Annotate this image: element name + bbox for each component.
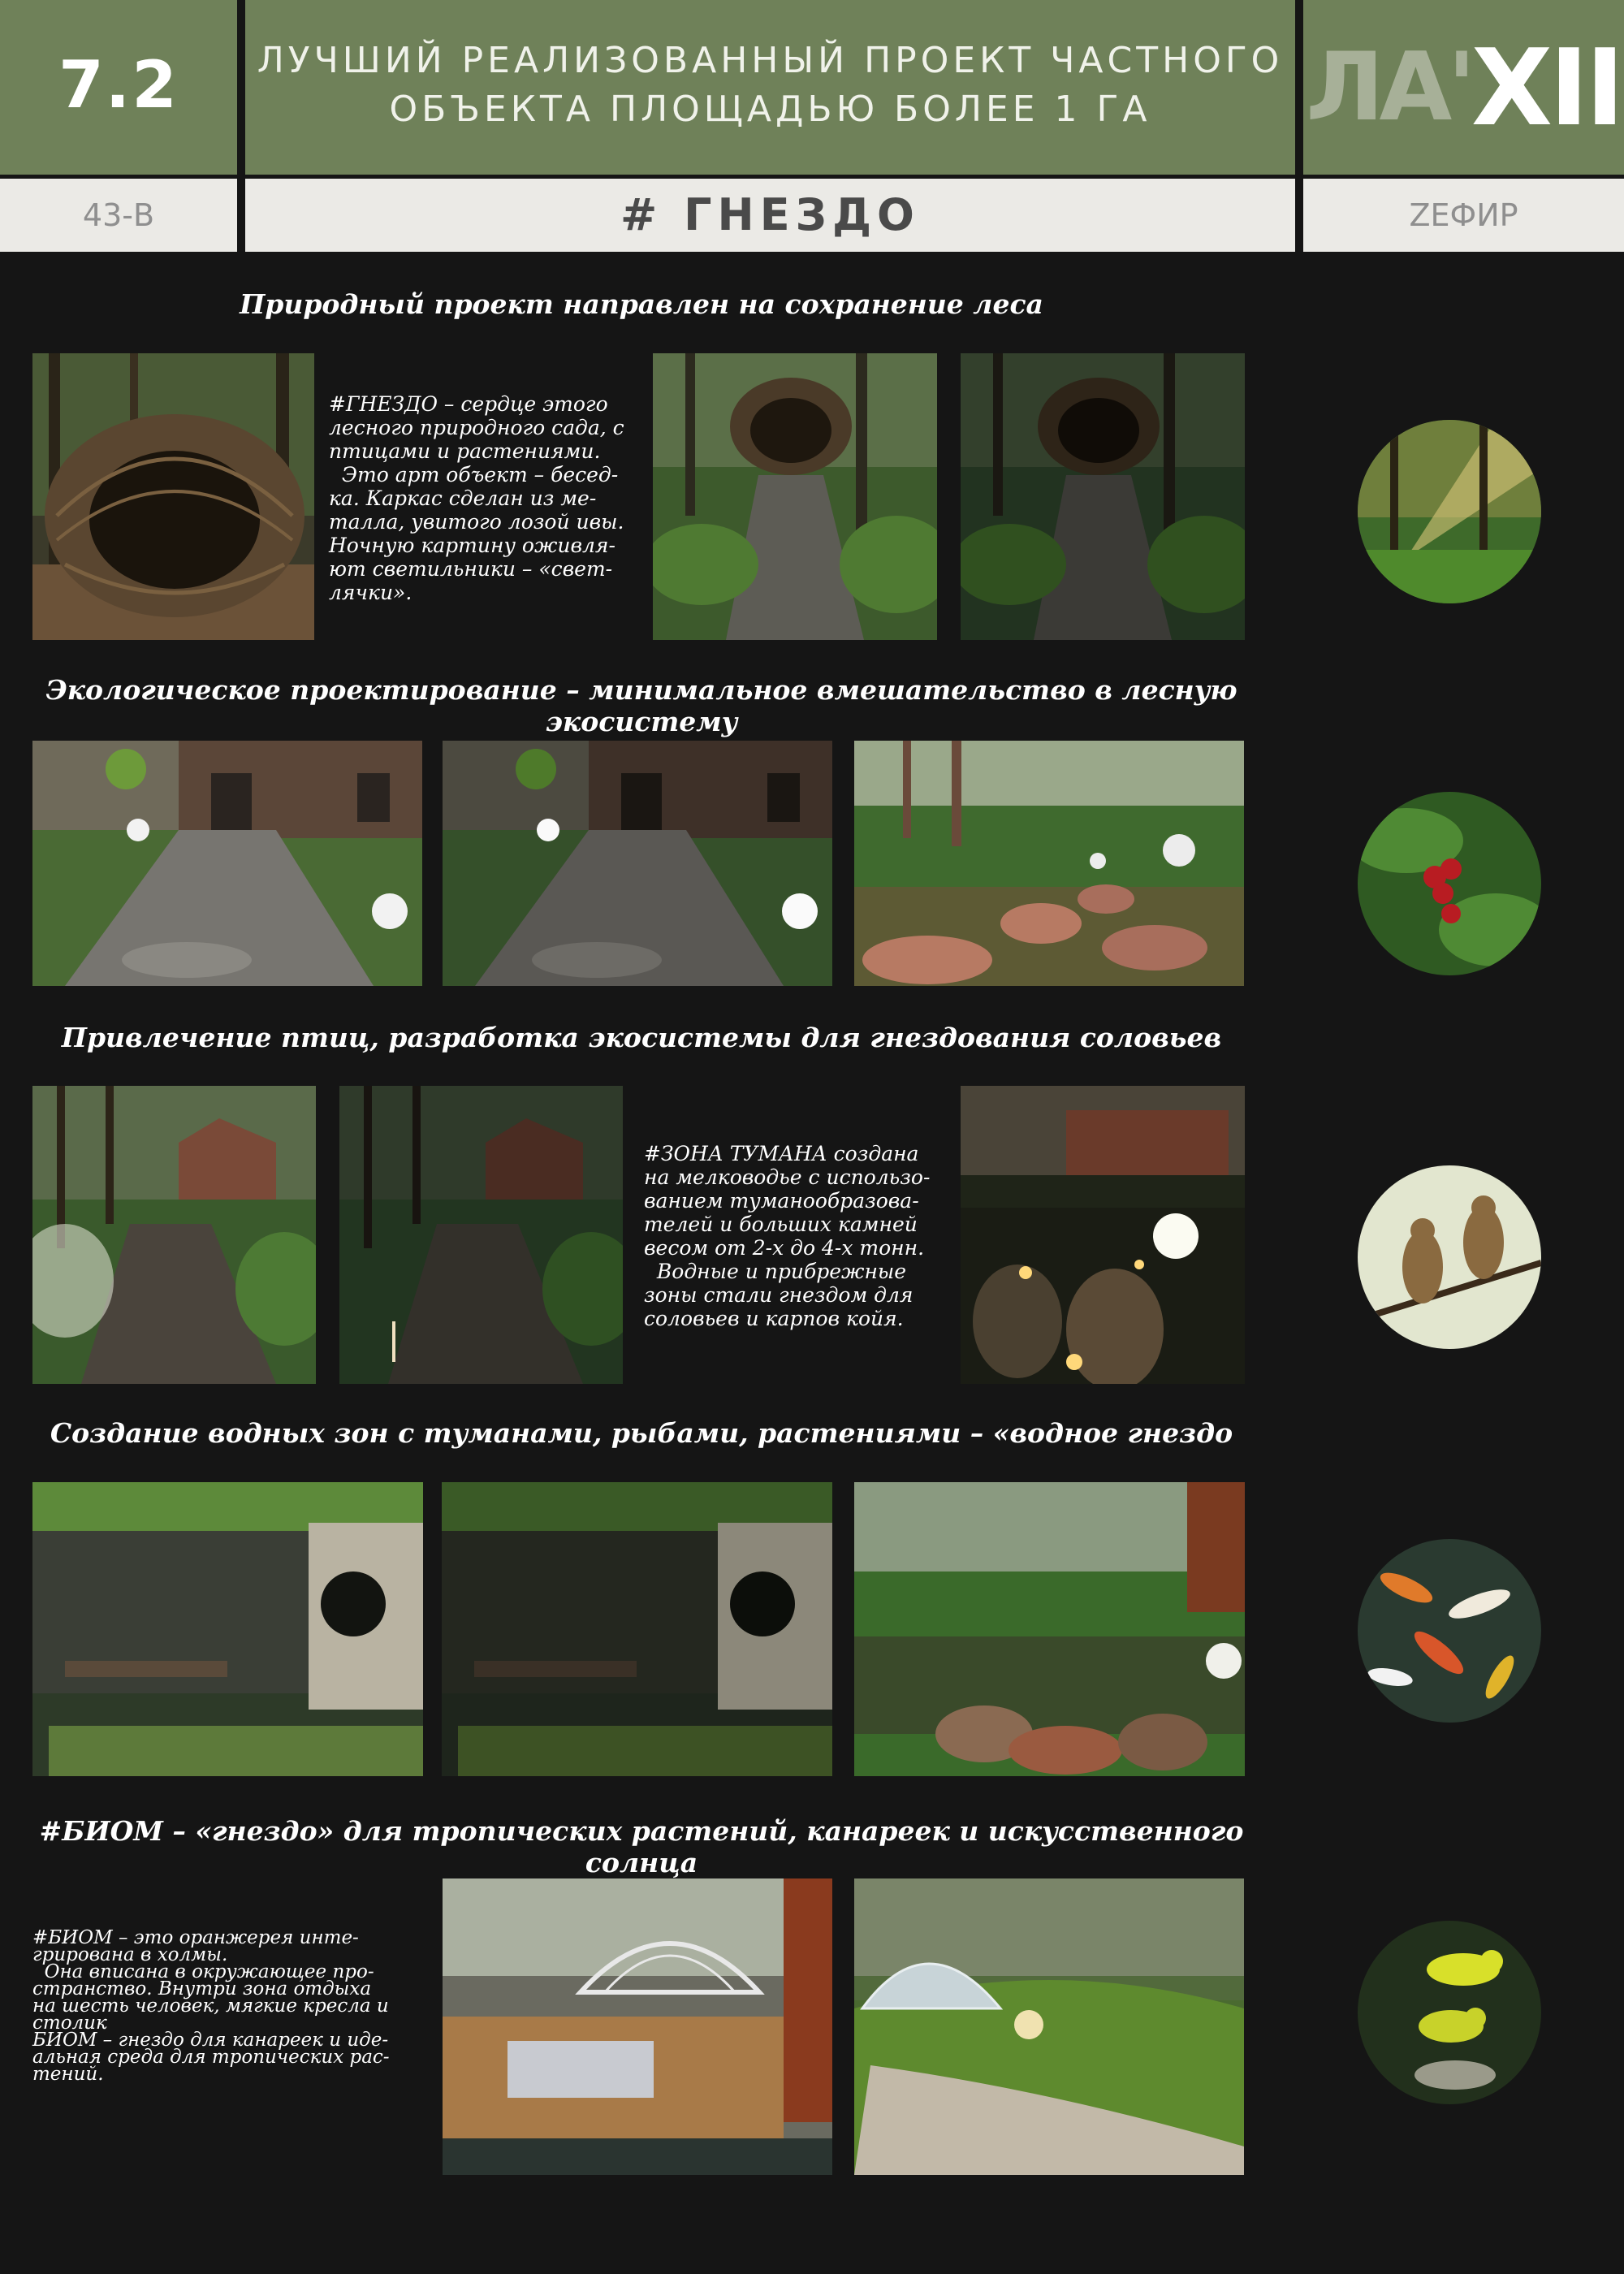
nest-path-night-photo [961,353,1245,640]
text-line: Ночную картину оживля- [329,534,615,557]
section-5-heading: #БИОМ – «гнездо» для тропических растени… [39,1815,1244,1878]
logo-xii: XII [1471,25,1624,149]
text-line: Водные и прибрежные [644,1260,907,1283]
text-line: на мелководье с использо- [644,1165,931,1189]
header-title-cell: ЛУЧШИЙ РЕАЛИЗОВАННЫЙ ПРОЕКТ ЧАСТНОГО ОБЪ… [245,0,1295,175]
stone-path-day-photo [32,741,422,986]
logo-la: ЛА' [1306,32,1476,142]
project-code: 43-В [0,179,237,252]
text-line: грирована в холмы. [32,1944,228,1965]
text-line: ка. Каркас сделан из ме- [329,486,597,510]
terrace-day-photo [32,1482,423,1776]
text-line: лячки». [329,581,412,604]
text-line: ванием туманообразова- [644,1189,919,1213]
biom-description: #БИОМ – это оранжерея инте- грирована в … [32,1927,430,2085]
text-line: весом от 2-х до 4-х тонн. [644,1236,925,1260]
nomination-title: ЛУЧШИЙ РЕАЛИЗОВАННЫЙ ПРОЕКТ ЧАСТНОГО ОБЪ… [245,0,1295,134]
text-line: соловьев и карпов койя. [644,1307,904,1330]
canaries-circle [1358,1921,1541,2104]
forest-sunlight-circle [1358,420,1541,603]
text-line: Это арт объект – бесед- [329,463,619,486]
text-line: столик [32,2012,107,2034]
text-line: БИОМ – гнездо для канареек и иде- [32,2030,389,2051]
stone-path-dusk-photo [443,741,832,986]
section-1-heading: Природный проект направлен на сохранение… [240,288,1043,320]
author-name: ZЕФИР [1303,179,1624,252]
nightingales-circle [1358,1165,1541,1349]
biom-interior-photo [443,1878,832,2175]
text-line: #ГНЕЗДО – сердце этого [329,392,608,416]
nomination-title-line-2: ОБЪЕКТА ПЛОЩАДЬЮ БОЛЕЕ 1 ГА [389,89,1151,130]
text-line: альная среда для тропических рас- [32,2047,390,2068]
text-line: телей и больших камней [644,1213,918,1236]
biom-dome-photo [854,1878,1244,2175]
text-line: странство. Внутри зона отдыха [32,1978,372,1999]
fog-zone-description: #ЗОНА ТУМАНА создана на мелководье с исп… [644,1142,969,1330]
section-number: 7.2 [58,47,179,123]
nomination-title-line-1: ЛУЧШИЙ РЕАЛИЗОВАННЫЙ ПРОЕКТ ЧАСТНОГО [257,40,1284,81]
text-line: птицами и растениями. [329,439,601,463]
koi-fish-circle [1358,1539,1541,1723]
terrace-dusk-photo [442,1482,832,1776]
text-line: зоны стали гнездом для [644,1283,914,1307]
section-3-heading: Привлечение птиц, разработка экосистемы … [61,1022,1222,1053]
text-line: на шесть человек, мягкие кресла и [32,1995,389,2017]
nest-description: #ГНЕЗДО – сердце этого лесного природног… [329,392,637,604]
water-garden-photo [854,1482,1245,1776]
text-line: тений. [32,2064,104,2085]
logo-cell: ЛА' XII [1303,0,1624,175]
nest-pavilion-photo [32,353,314,640]
project-title: # ГНЕЗДО [245,179,1295,252]
boardwalk-day-photo [32,1086,316,1384]
text-line: Она вписана в окружающее про- [32,1961,374,1982]
text-line: ют светильники – «свет- [329,557,613,581]
wild-berries-circle [1358,792,1541,975]
text-line: #ЗОНА ТУМАНА создана [644,1142,919,1165]
festival-logo: ЛА' XII [1303,0,1624,175]
text-line: талла, увитого лозой ивы. [329,510,624,534]
text-line: лесного природного сада, с [329,416,624,439]
text-line: #БИОМ – это оранжерея инте- [32,1927,359,1948]
boardwalk-dusk-photo [339,1086,623,1384]
section-number-cell: 7.2 [0,0,237,175]
fog-zone-night-photo [961,1086,1245,1384]
nest-path-day-photo [653,353,937,640]
section-4-heading: Создание водных зон с туманами, рыбами, … [50,1417,1233,1449]
section-2-heading: Экологическое проектирование – минимальн… [45,674,1237,737]
rock-pond-photo [854,741,1244,986]
